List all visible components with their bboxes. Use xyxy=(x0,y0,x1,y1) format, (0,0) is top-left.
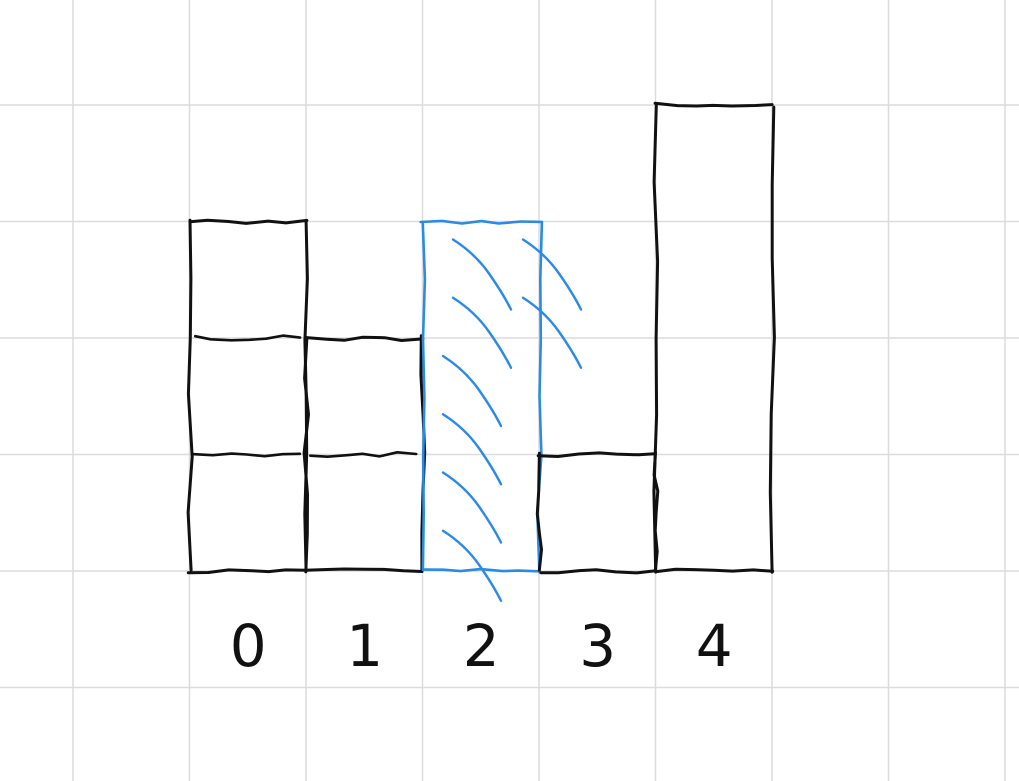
bar-edge xyxy=(539,568,658,575)
hatch-stroke xyxy=(521,296,583,369)
bar-edge xyxy=(652,103,660,574)
bar-edge xyxy=(422,567,541,573)
hatch-stroke xyxy=(441,413,503,486)
bar-0 xyxy=(186,218,309,575)
bar-4 xyxy=(652,101,776,574)
hatch-stroke xyxy=(451,296,513,369)
bar-edge xyxy=(655,567,775,573)
bar-edge xyxy=(186,568,308,575)
bar-3 xyxy=(535,450,660,575)
category-label-0: 0 xyxy=(230,612,267,680)
bar-edge xyxy=(419,334,427,573)
bar-edge xyxy=(188,218,309,225)
category-label-4: 4 xyxy=(696,612,733,680)
hatch-stroke xyxy=(441,471,503,544)
bars xyxy=(186,101,776,575)
hatch-stroke xyxy=(521,238,583,311)
bar-1 xyxy=(302,334,427,574)
bar-edge xyxy=(421,222,427,572)
bar-edge xyxy=(768,105,776,574)
bar-unit-divider xyxy=(193,334,302,342)
bar-edge xyxy=(303,335,425,342)
category-label-3: 3 xyxy=(579,612,616,680)
x-axis-labels: 0 1 2 3 4 xyxy=(230,612,733,680)
category-label-2: 2 xyxy=(463,612,500,680)
bar-edge xyxy=(535,451,543,572)
bar-2 xyxy=(419,219,544,574)
bar-edge xyxy=(302,336,310,574)
bar-unit-divider xyxy=(309,451,418,458)
hatch-strokes-2 xyxy=(441,238,583,602)
highlight-hatching xyxy=(441,238,583,602)
category-label-1: 1 xyxy=(346,612,383,680)
bar-edge xyxy=(303,567,424,573)
hatch-stroke xyxy=(441,354,503,428)
bar-unit-divider xyxy=(190,452,302,458)
hatch-stroke xyxy=(451,238,513,311)
bar-edge xyxy=(536,451,657,458)
bar-edge xyxy=(186,218,194,572)
bar-edge xyxy=(653,101,774,108)
hatch-stroke xyxy=(441,529,503,602)
bar-edge xyxy=(419,219,542,225)
